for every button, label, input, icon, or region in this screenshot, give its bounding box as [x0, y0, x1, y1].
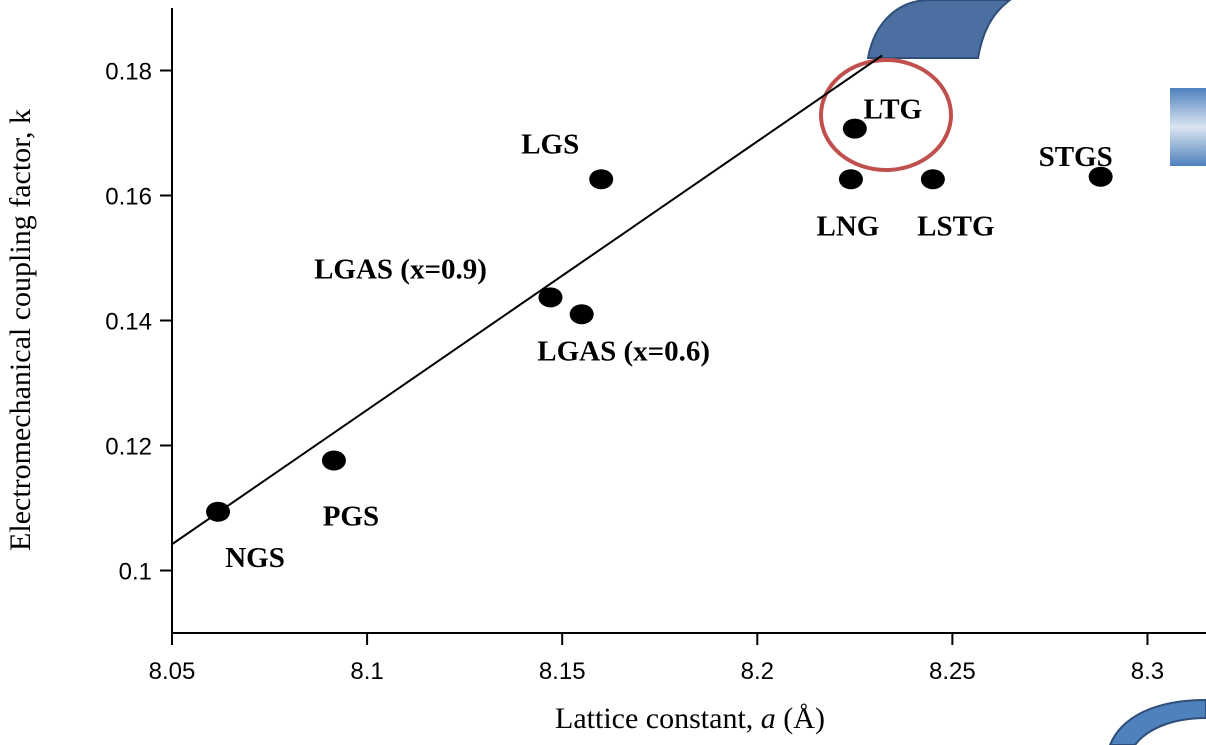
point-label: LSTG: [917, 210, 994, 242]
y-tick-label: 0.1: [119, 559, 152, 586]
x-axis-label-part: (Å): [776, 702, 825, 735]
x-tick-label: 8.25: [929, 658, 976, 685]
point: [589, 169, 613, 189]
x-tick-label: 8.05: [149, 658, 196, 685]
decoration: [1110, 700, 1206, 745]
point-label: LGAS (x=0.9): [314, 253, 487, 285]
decoration: [868, 0, 1010, 58]
point: [538, 287, 562, 307]
x-tick-label: 8.1: [350, 658, 383, 685]
point: [206, 502, 230, 522]
x-axis-label: Lattice constant, a (Å): [555, 702, 825, 735]
decoration: [1170, 88, 1206, 166]
point-label: STGS: [1039, 141, 1113, 173]
y-tick-label: 0.14: [105, 309, 152, 336]
point-label: NGS: [225, 542, 285, 574]
point: [839, 169, 863, 189]
x-axis-label-part: Lattice constant,: [555, 702, 761, 735]
point-label: PGS: [323, 501, 379, 533]
y-tick-label: 0.12: [105, 434, 152, 461]
point-label: LNG: [817, 210, 880, 242]
point: [570, 304, 594, 324]
y-axis-label: Electromechanical coupling factor, k: [4, 109, 37, 551]
x-tick-label: 8.3: [1131, 658, 1164, 685]
point: [921, 169, 945, 189]
y-tick-label: 0.16: [105, 184, 152, 211]
x-tick-label: 8.15: [539, 658, 586, 685]
point: [322, 451, 346, 471]
x-tick-label: 8.2: [741, 658, 774, 685]
page: {"chart_data": {"type": "scatter", "xlab…: [0, 0, 1206, 745]
y-tick-label: 0.18: [105, 59, 152, 86]
x-axis-label-part: a: [761, 702, 776, 735]
chart: Electromechanical coupling factor, k Lat…: [0, 0, 1206, 745]
point-label: LGAS (x=0.6): [537, 335, 710, 367]
point-label: LGS: [521, 128, 579, 160]
point-label: LTG: [864, 94, 923, 126]
